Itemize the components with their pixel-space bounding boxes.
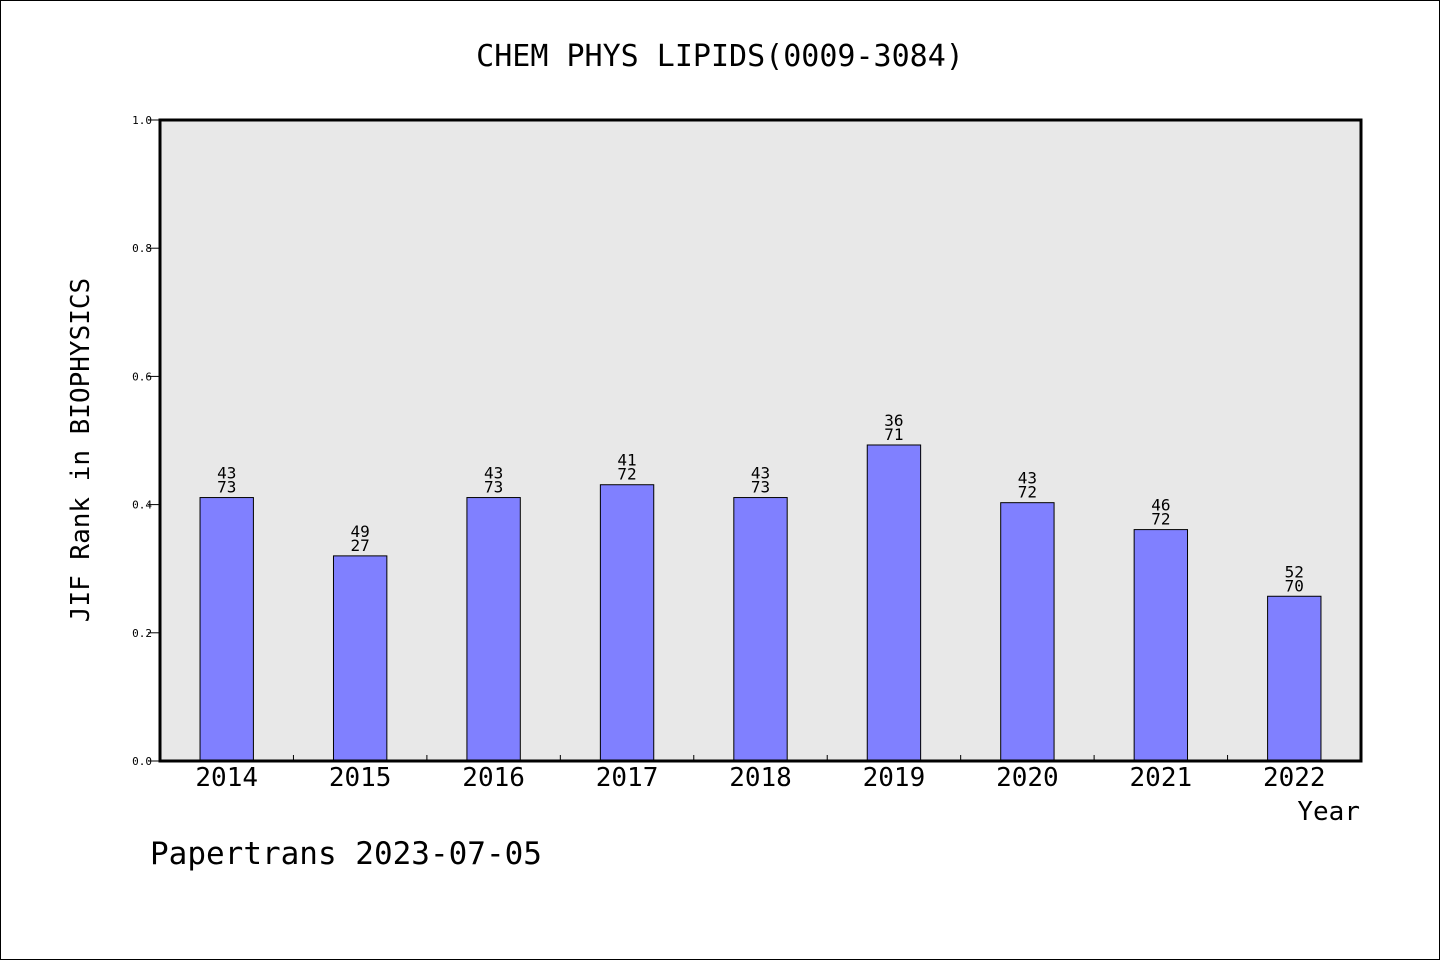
bar-label-bottom: 73 <box>484 478 503 497</box>
bar-2022 <box>1267 595 1322 762</box>
chart-title: CHEM PHYS LIPIDS(0009-3084) <box>476 39 964 74</box>
bar-label-bottom: 72 <box>1018 483 1037 502</box>
bar-2017 <box>599 484 655 762</box>
bar-label-top: 49 <box>351 522 370 541</box>
bar-label-top: 43 <box>484 464 503 483</box>
watermark-text: Papertrans 2023-07-05 <box>150 836 542 872</box>
bar-2020 <box>1000 502 1055 762</box>
y-axis-label: JIF Rank in BIOPHYSICS <box>66 278 96 622</box>
x-tick-label: 2017 <box>596 763 659 793</box>
x-axis-label: Year <box>1297 797 1360 827</box>
y-axis: 0.0 0.2 0.4 0.6 0.8 1.0 <box>132 114 160 768</box>
bar-label-top: 46 <box>1151 496 1170 515</box>
bar-label-bottom: 71 <box>884 425 903 444</box>
bar-label-bottom: 72 <box>617 465 636 484</box>
bar-2015 <box>332 555 388 762</box>
x-tick-label: 2018 <box>729 763 792 793</box>
bar-label-top: 43 <box>217 464 236 483</box>
y-tick-label: 1.0 <box>132 114 152 127</box>
bar-label-top: 41 <box>617 451 636 470</box>
y-tick-label: 0.4 <box>132 499 152 512</box>
y-tick-label: 0.0 <box>132 755 152 768</box>
x-axis: 2014 2015 2016 2017 2018 2019 2020 2021 2022 <box>195 755 1326 793</box>
y-tick-label: 0.8 <box>132 242 152 255</box>
x-tick-label: 2014 <box>195 763 258 793</box>
bar-label-bottom: 70 <box>1285 576 1304 595</box>
bar-label-bottom: 73 <box>217 478 236 497</box>
bar-label-top: 43 <box>751 464 770 483</box>
plot-border <box>158 118 1363 763</box>
bar-label-top: 52 <box>1285 562 1304 581</box>
bar-label-bottom: 72 <box>1151 510 1170 529</box>
bar-2014 <box>199 497 254 762</box>
x-tick-label: 2022 <box>1263 763 1326 793</box>
x-tick-label: 2015 <box>329 763 392 793</box>
y-tick-label: 0.6 <box>132 370 152 383</box>
x-tick-label: 2019 <box>863 763 926 793</box>
bar-label-top: 36 <box>884 411 903 430</box>
y-tick-label: 0.2 <box>132 627 152 640</box>
bar-2016 <box>466 497 521 762</box>
bar-series <box>199 444 1322 762</box>
bar-label-bottom: 27 <box>351 536 370 555</box>
bar-label-bottom: 73 <box>751 478 770 497</box>
x-tick-label: 2016 <box>462 763 525 793</box>
bar-2021 <box>1133 529 1189 762</box>
bar-2019 <box>866 444 922 762</box>
x-tick-label: 2020 <box>996 763 1059 793</box>
bar-label-top: 43 <box>1018 469 1037 488</box>
bar-2018 <box>733 497 788 762</box>
x-tick-label: 2021 <box>1130 763 1193 793</box>
